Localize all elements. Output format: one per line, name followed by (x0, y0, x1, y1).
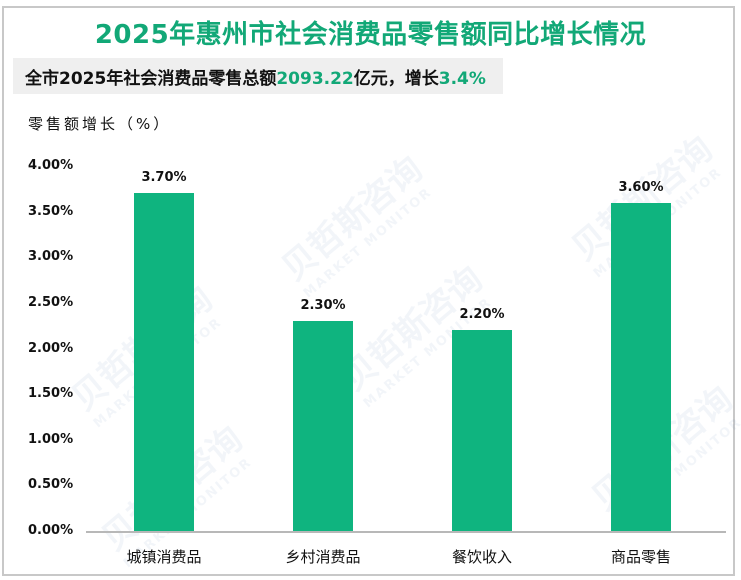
bar[interactable] (452, 330, 512, 531)
growth-value: 3.4% (438, 69, 486, 89)
y-tick-label: 2.50% (28, 294, 74, 310)
y-tick-label: 0.00% (28, 523, 74, 538)
y-tick-label: 4.00% (28, 158, 74, 173)
x-axis-line (86, 531, 726, 533)
bar-value-label: 2.30% (300, 298, 346, 314)
bar[interactable] (293, 321, 353, 531)
y-tick-label: 3.00% (28, 249, 74, 265)
bar[interactable] (611, 202, 671, 531)
x-category-label: 城镇消费品 (126, 548, 202, 566)
y-tick-label: 0.50% (28, 477, 74, 493)
x-category-label: 餐饮收入 (451, 548, 512, 566)
summary-banner: 全市2025年社会消费品零售总额2093.22亿元，增长3.4% (13, 58, 503, 94)
y-axis-title: 零售额增长（%） (28, 115, 172, 133)
summary-text: 全市2025年社会消费品零售总额2093.22亿元，增长3.4% (25, 69, 486, 89)
x-category-label: 乡村消费品 (285, 548, 361, 566)
y-tick-label: 2.00% (28, 340, 74, 356)
x-category-label: 商品零售 (610, 548, 671, 566)
y-tick-label: 1.00% (28, 431, 74, 447)
bar[interactable] (134, 193, 194, 531)
y-tick-label: 3.50% (28, 203, 74, 219)
bar-value-label: 3.70% (141, 170, 187, 186)
y-tick-label: 1.50% (28, 386, 74, 402)
total-value: 2093.22 (276, 69, 354, 89)
bar-value-label: 3.60% (618, 179, 664, 195)
bar-value-label: 2.20% (459, 307, 505, 323)
chart-title: 2025年惠州市社会消费品零售额同比增长情况 (94, 20, 647, 50)
